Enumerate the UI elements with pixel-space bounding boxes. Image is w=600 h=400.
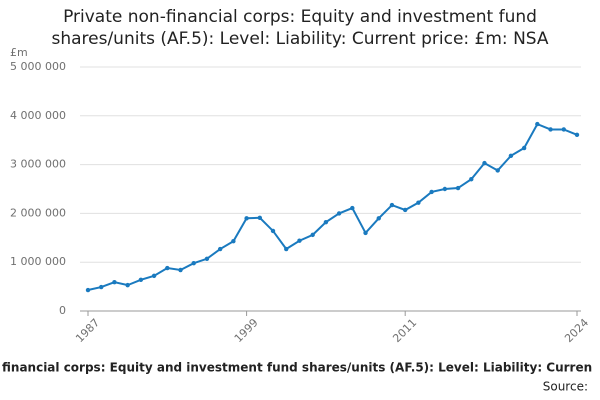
point (270, 228, 276, 234)
point (455, 185, 461, 191)
x-tick-label: 1987 (73, 316, 102, 345)
y-tick-label: 3 000 000 (10, 158, 66, 171)
point (350, 205, 355, 211)
point (151, 273, 157, 279)
y-tick-label: 5 000 000 (10, 60, 66, 73)
point (165, 265, 170, 271)
point (191, 260, 196, 266)
point (99, 284, 104, 290)
x-tick-label: 2024 (562, 316, 591, 345)
point (574, 132, 580, 138)
point (204, 256, 210, 261)
y-tick-label: 2 000 000 (10, 206, 66, 219)
point (297, 238, 302, 243)
point (389, 202, 395, 208)
point (442, 186, 448, 192)
point (323, 219, 329, 225)
point (508, 153, 514, 159)
point (495, 168, 500, 173)
point (521, 145, 527, 151)
point (310, 232, 315, 238)
point (561, 127, 566, 132)
point (336, 211, 342, 216)
point (244, 216, 249, 221)
y-tick-label: 0 (59, 304, 66, 317)
point (376, 216, 381, 221)
y-axis-label: £m (10, 46, 28, 59)
source: Source: (543, 380, 588, 394)
point (363, 230, 368, 236)
point (125, 282, 130, 288)
caption: financial corps: Equity and investment f… (2, 361, 592, 375)
point (429, 189, 434, 195)
point (178, 267, 183, 273)
line (87, 122, 578, 291)
x-tick-label: 2011 (390, 316, 419, 345)
chart-title: Private non-financial corps: Equity and … (51, 7, 549, 49)
point (402, 207, 408, 213)
point (469, 177, 474, 182)
point (284, 246, 289, 252)
point (138, 277, 144, 282)
x-tick-label: 1999 (232, 316, 261, 345)
point (85, 287, 91, 293)
point (112, 280, 117, 285)
point (257, 215, 263, 220)
point (416, 200, 421, 205)
y-tick-label: 1 000 000 (10, 255, 66, 268)
point (231, 239, 236, 244)
point (482, 160, 487, 166)
point (535, 121, 540, 127)
y-tick-label: 4 000 000 (10, 109, 66, 122)
point (217, 246, 223, 252)
point (548, 127, 553, 132)
